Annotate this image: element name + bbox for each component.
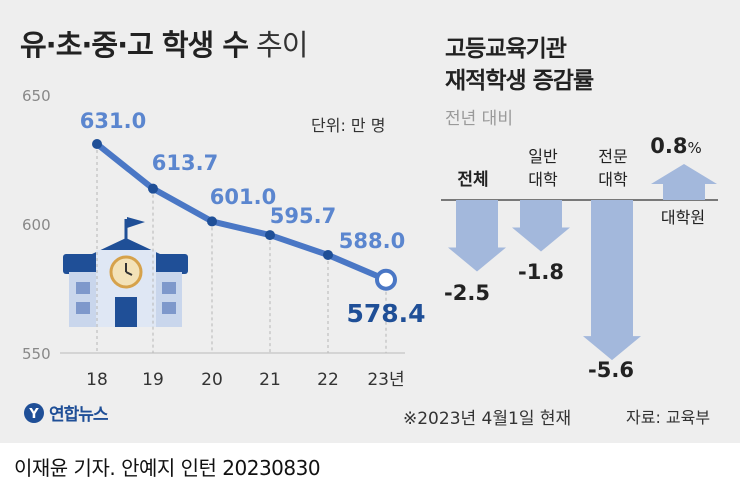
- y-tick-label: 650: [22, 87, 51, 105]
- bar-category-label: 전체: [457, 170, 488, 190]
- logo-text: 연합뉴스: [49, 405, 109, 425]
- svg-text:Y: Y: [28, 407, 39, 422]
- data-label: 595.7: [270, 204, 336, 228]
- data-point: [92, 139, 102, 150]
- right-title-line-1: 고등교육기관: [445, 36, 567, 62]
- x-tick-label: 23년: [367, 370, 404, 390]
- x-tick-label: 18: [86, 370, 108, 390]
- chart-title: 유·초·중·고 학생 수 추이: [20, 22, 308, 64]
- credit-line: 이재윤 기자. 안예지 인턴 20230830: [14, 456, 321, 480]
- yonhap-logo-icon: Y: [24, 402, 44, 423]
- right-chart-title: 고등교육기관 재적학생 증감률: [445, 33, 594, 97]
- bar-arrow: [512, 200, 570, 252]
- yonhap-logo: Y 연합뉴스: [23, 400, 109, 425]
- bar-value-text: -2.5: [444, 281, 490, 305]
- data-label: 578.4: [346, 299, 425, 328]
- y-tick-label: 600: [22, 216, 51, 234]
- x-tick-label: 19: [142, 370, 164, 390]
- data-point: [323, 249, 333, 260]
- bar-arrow: [448, 200, 506, 272]
- data-label: 613.7: [152, 151, 218, 175]
- bar-category-label: 일반: [528, 147, 558, 166]
- data-label: 631.0: [80, 109, 146, 133]
- x-tick-label: 20: [201, 370, 223, 390]
- bar-value-text: 0.8: [650, 134, 687, 158]
- x-tick-label: 22: [317, 370, 339, 390]
- data-point: [265, 230, 275, 241]
- title-sub: 추이: [256, 28, 308, 62]
- bar-category-label: 전문: [598, 147, 627, 166]
- bar-category-label: 대학: [528, 170, 558, 189]
- source-label: 자료: 교육부: [626, 408, 711, 427]
- footnote: ※2023년 4월1일 현재: [403, 409, 572, 429]
- unit-label: 단위: 만 명: [311, 116, 386, 135]
- series-line: [94, 141, 389, 283]
- bar-value-label: -2.5: [444, 281, 490, 305]
- bar-category-label: 대학: [598, 170, 628, 189]
- right-title-line-2: 재적학생 증감률: [445, 68, 594, 94]
- data-label: 588.0: [339, 229, 405, 253]
- bar-value-unit: %: [687, 139, 701, 157]
- data-point: [148, 183, 158, 194]
- y-tick-label: 550: [22, 345, 51, 363]
- bar-value-text: -1.8: [518, 260, 564, 284]
- x-tick-label: 21: [259, 370, 281, 390]
- bar-value-label: -5.6: [588, 358, 634, 382]
- bar-arrow: [583, 200, 641, 361]
- bar-category-label: 대학원: [661, 208, 705, 227]
- bar-value-label: -1.8: [518, 260, 564, 284]
- bar-arrow: [651, 164, 717, 200]
- bar-value-label: 0.8%: [650, 134, 701, 158]
- data-point: [375, 268, 397, 291]
- data-point: [207, 216, 217, 227]
- data-label: 601.0: [210, 185, 276, 209]
- right-chart-subtitle: 전년 대비: [445, 109, 513, 129]
- school-illustration: [63, 217, 188, 327]
- title-main: 유·초·중·고 학생 수: [20, 28, 249, 62]
- bar-value-text: -5.6: [588, 358, 634, 382]
